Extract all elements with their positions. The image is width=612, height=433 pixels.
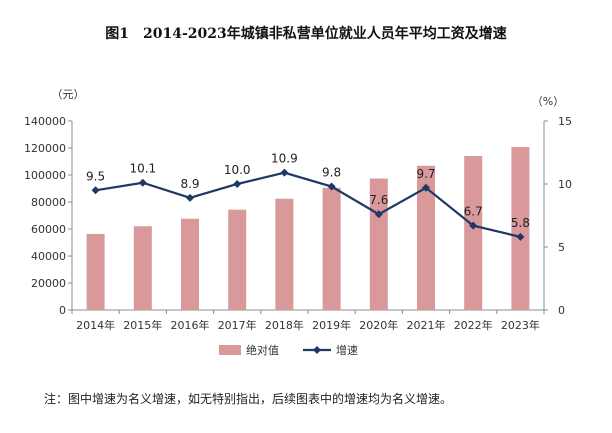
bar bbox=[417, 165, 435, 310]
data-label: 9.5 bbox=[86, 169, 105, 183]
bar bbox=[322, 187, 341, 310]
left-tick-label: 20000 bbox=[31, 277, 66, 290]
data-label: 10.9 bbox=[271, 152, 298, 166]
footnote: 注：图中增速为名义增速，如无特别指出，后续图表中的增速均为名义增速。 bbox=[44, 392, 453, 406]
left-tick-label: 100000 bbox=[24, 169, 66, 182]
x-tick-label: 2023年 bbox=[501, 318, 540, 332]
data-label: 10.0 bbox=[224, 163, 251, 177]
left-tick-label: 80000 bbox=[31, 196, 66, 209]
legend-swatch-bar bbox=[219, 345, 241, 355]
plot-area: 0 20000 40000 60000 80000 100000 120000 140000 0… bbox=[24, 115, 572, 332]
growth-point bbox=[186, 193, 194, 202]
left-tick-label: 140000 bbox=[24, 115, 66, 128]
growth-point bbox=[327, 182, 336, 191]
left-tick-label: 120000 bbox=[24, 142, 66, 155]
left-tick-label: 0 bbox=[59, 304, 66, 317]
bar bbox=[511, 147, 530, 310]
x-tick-label: 2022年 bbox=[454, 318, 493, 332]
growth-point bbox=[280, 168, 289, 177]
bar bbox=[133, 226, 152, 310]
growth-point bbox=[138, 178, 147, 187]
x-tick-label: 2016年 bbox=[171, 318, 210, 332]
legend-marker-line bbox=[313, 346, 321, 354]
legend-label-bar: 绝对值 bbox=[246, 343, 279, 357]
chart-title: 图1 2014-2023年城镇非私营单位就业人员年平均工资及增速 bbox=[105, 25, 506, 42]
left-tick-label: 40000 bbox=[31, 250, 66, 263]
growth-point bbox=[422, 183, 430, 192]
growth-point bbox=[374, 210, 383, 219]
data-label: 6.7 bbox=[464, 205, 483, 219]
left-tick-label: 60000 bbox=[31, 223, 66, 236]
data-label: 8.9 bbox=[180, 177, 199, 191]
x-tick-label: 2021年 bbox=[407, 318, 446, 332]
bar bbox=[464, 156, 483, 310]
right-tick-label: 0 bbox=[558, 304, 565, 317]
growth-point bbox=[469, 221, 478, 230]
right-tick-label: 10 bbox=[558, 178, 572, 191]
growth-point bbox=[91, 186, 100, 195]
bar bbox=[86, 233, 105, 310]
legend: 绝对值 增速 bbox=[219, 343, 358, 357]
data-label: 10.1 bbox=[129, 162, 156, 176]
data-label: 7.6 bbox=[369, 193, 388, 207]
bar bbox=[228, 209, 247, 310]
right-tick-label: 15 bbox=[558, 115, 572, 128]
growth-line bbox=[95, 171, 521, 238]
x-tick-label: 2020年 bbox=[359, 318, 398, 332]
bar bbox=[181, 218, 199, 310]
data-label: 5.8 bbox=[511, 216, 530, 230]
right-axis-unit: （%） bbox=[532, 95, 564, 108]
growth-point bbox=[516, 232, 525, 241]
left-axis-unit: （元） bbox=[52, 88, 85, 101]
legend-label-line: 增速 bbox=[336, 343, 358, 357]
x-tick-label: 2017年 bbox=[218, 318, 257, 332]
data-label: 9.7 bbox=[416, 167, 435, 181]
right-tick-label: 5 bbox=[558, 241, 565, 254]
data-label: 9.8 bbox=[322, 166, 341, 180]
x-tick-label: 2019年 bbox=[312, 318, 351, 332]
x-tick-label: 2018年 bbox=[265, 318, 304, 332]
x-tick-label: 2014年 bbox=[76, 318, 115, 332]
growth-point bbox=[233, 180, 242, 188]
x-tick-label: 2015年 bbox=[123, 318, 162, 332]
bar bbox=[275, 198, 294, 310]
